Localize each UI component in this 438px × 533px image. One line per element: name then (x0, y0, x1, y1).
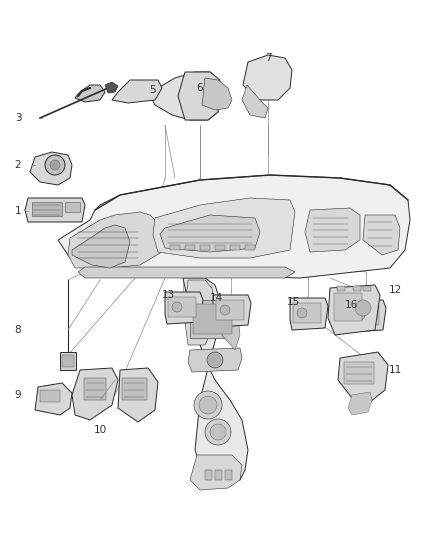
Polygon shape (338, 352, 388, 402)
Polygon shape (348, 300, 386, 332)
Polygon shape (35, 383, 72, 415)
Text: 3: 3 (15, 113, 21, 123)
Polygon shape (290, 298, 328, 330)
Bar (363, 286, 371, 291)
Polygon shape (348, 392, 372, 415)
Bar (334, 293, 362, 321)
Bar (215, 470, 222, 480)
Bar (170, 245, 180, 250)
Bar (62, 355, 74, 367)
Bar (168, 297, 196, 317)
Polygon shape (328, 285, 380, 335)
Polygon shape (75, 85, 105, 102)
Polygon shape (188, 348, 242, 372)
Polygon shape (190, 455, 242, 490)
Polygon shape (118, 368, 158, 422)
Text: 16: 16 (344, 300, 357, 310)
Circle shape (50, 160, 60, 170)
Polygon shape (213, 295, 251, 327)
Bar (60, 352, 76, 370)
Polygon shape (58, 175, 410, 278)
Circle shape (220, 305, 230, 315)
Polygon shape (165, 292, 203, 324)
Polygon shape (184, 280, 215, 345)
Text: 10: 10 (93, 425, 106, 435)
Bar (353, 286, 361, 291)
Circle shape (45, 155, 65, 175)
Circle shape (207, 352, 223, 368)
Circle shape (194, 391, 222, 419)
Bar (215, 245, 225, 250)
Text: 13: 13 (161, 290, 175, 300)
Text: 8: 8 (15, 325, 21, 335)
Bar (351, 305, 379, 325)
Text: 5: 5 (148, 85, 155, 95)
Bar (293, 303, 321, 323)
Text: 7: 7 (265, 53, 271, 63)
Bar (230, 245, 240, 250)
Polygon shape (220, 302, 240, 350)
Text: 6: 6 (197, 83, 203, 93)
Polygon shape (30, 152, 72, 185)
Polygon shape (150, 72, 220, 120)
Polygon shape (242, 85, 268, 118)
Polygon shape (363, 215, 400, 255)
Polygon shape (25, 198, 85, 222)
Text: 15: 15 (286, 297, 300, 307)
Circle shape (355, 300, 371, 316)
Circle shape (210, 424, 226, 440)
Polygon shape (178, 72, 220, 120)
Bar (200, 245, 210, 250)
Bar (32, 202, 62, 216)
Polygon shape (72, 368, 118, 420)
Polygon shape (305, 208, 360, 252)
Bar (344, 362, 374, 384)
Text: 2: 2 (15, 160, 21, 170)
Bar (216, 300, 244, 320)
Text: 9: 9 (15, 390, 21, 400)
Bar (122, 378, 147, 400)
Text: 14: 14 (209, 293, 223, 303)
Text: 11: 11 (389, 365, 402, 375)
Circle shape (205, 419, 231, 445)
Polygon shape (72, 225, 130, 268)
Polygon shape (243, 55, 292, 100)
Polygon shape (202, 78, 232, 110)
Bar (225, 470, 232, 480)
Polygon shape (105, 82, 118, 93)
Bar (193, 304, 232, 334)
Polygon shape (160, 215, 260, 252)
Polygon shape (112, 80, 162, 103)
Circle shape (199, 396, 217, 414)
Bar (245, 245, 255, 250)
Circle shape (297, 308, 307, 318)
Polygon shape (78, 267, 295, 278)
Polygon shape (183, 278, 248, 480)
Bar (185, 245, 195, 250)
Bar (205, 470, 212, 480)
Bar (84, 378, 106, 400)
Bar (40, 390, 60, 402)
Polygon shape (68, 212, 165, 268)
Circle shape (172, 302, 182, 312)
Bar (190, 300, 235, 338)
Polygon shape (153, 198, 295, 258)
Bar (337, 286, 345, 291)
Circle shape (355, 310, 365, 320)
Text: 12: 12 (389, 285, 402, 295)
Bar (65, 202, 80, 212)
Text: 1: 1 (15, 206, 21, 216)
